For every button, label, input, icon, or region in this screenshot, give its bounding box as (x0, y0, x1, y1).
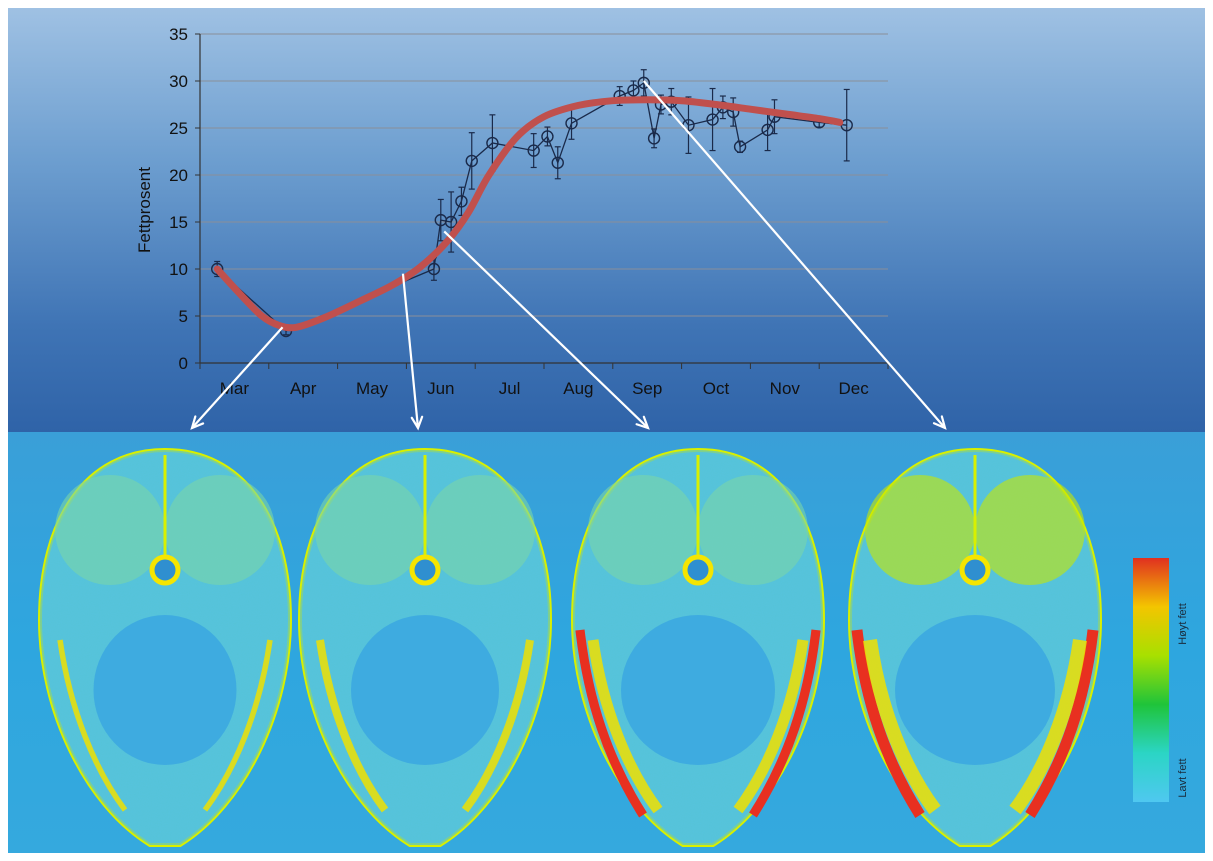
muscle-band-left (587, 639, 663, 814)
y-axis-label: Fettprosent (135, 167, 154, 253)
data-point (706, 113, 719, 126)
y-tick-label: 0 (179, 354, 188, 373)
mri-scan (37, 447, 293, 847)
muscle-band-right (202, 639, 273, 812)
data-point (486, 136, 499, 150)
x-tick-label: Jun (427, 379, 454, 398)
pointer-arrow (191, 326, 284, 429)
fat-band-left (851, 629, 925, 818)
x-tick-label: Jul (499, 379, 521, 398)
y-tick-label: 25 (169, 119, 188, 138)
x-tick-label: May (356, 379, 389, 398)
muscle-band-right (1009, 639, 1087, 815)
data-point (455, 195, 468, 208)
muscle-band-left (863, 639, 941, 815)
fat-band-right (749, 629, 821, 818)
data-point (427, 262, 441, 276)
x-tick-label: Oct (703, 379, 730, 398)
data-point (210, 262, 224, 276)
dorsal-muscle-left (588, 475, 698, 585)
pointer-arrowhead (932, 415, 947, 430)
spine (959, 554, 991, 586)
pointer-arrowhead (410, 415, 424, 431)
data-point (527, 144, 540, 157)
x-tick-label: Aug (563, 379, 593, 398)
cavity (93, 615, 237, 765)
spine (149, 554, 181, 586)
data-point (637, 76, 650, 90)
muscle-band-right (733, 639, 809, 814)
mri-scan (297, 447, 553, 847)
y-tick-label: 5 (179, 307, 188, 326)
y-tick-label: 35 (169, 25, 188, 44)
dorsal-muscle-left (865, 475, 975, 585)
colorbar-low-label: Lavt fett (1177, 758, 1189, 797)
mri-scan (847, 447, 1103, 847)
pointer-arrow (642, 80, 946, 429)
muscle-band-left (57, 639, 128, 812)
x-tick-label: Mar (220, 379, 250, 398)
colorbar-high-label: Høyt fett (1177, 603, 1189, 645)
x-tick-label: Sep (632, 379, 662, 398)
fat-band-right (1025, 629, 1099, 818)
dorsal-muscle-right (975, 475, 1085, 585)
data-point (551, 156, 564, 169)
muscle-band-left (316, 639, 389, 813)
x-tick-label: Apr (290, 379, 317, 398)
pointer-arrow (401, 273, 420, 429)
data-point (465, 154, 478, 168)
dorsal-muscle-right (425, 475, 535, 585)
spine (409, 554, 441, 586)
fat-band-left (575, 629, 647, 818)
x-tick-label: Dec (838, 379, 869, 398)
y-tick-label: 30 (169, 72, 188, 91)
data-point (627, 84, 640, 97)
pointer-arrowhead (190, 415, 205, 430)
data-point (444, 215, 458, 229)
y-tick-label: 20 (169, 166, 188, 185)
y-tick-label: 15 (169, 213, 188, 232)
x-tick-label: Nov (770, 379, 801, 398)
data-point (541, 130, 554, 143)
dorsal-muscle-left (315, 475, 425, 585)
muscle-band-right (461, 639, 534, 813)
data-point (565, 117, 578, 130)
cavity (895, 615, 1055, 765)
mri-scan (570, 447, 826, 847)
data-point (733, 140, 747, 154)
pointer-arrow (443, 230, 649, 429)
spine (682, 554, 714, 586)
colorbar (1133, 558, 1169, 802)
dorsal-muscle-right (698, 475, 808, 585)
cavity (351, 615, 499, 765)
cavity (621, 615, 775, 765)
data-point (647, 132, 661, 145)
fitted-curve (213, 96, 844, 332)
dorsal-muscle-right (165, 475, 275, 585)
y-tick-label: 10 (169, 260, 188, 279)
data-point (761, 123, 774, 137)
chart-panel (8, 8, 1205, 432)
dorsal-muscle-left (55, 475, 165, 585)
pointer-arrowhead (635, 415, 650, 430)
